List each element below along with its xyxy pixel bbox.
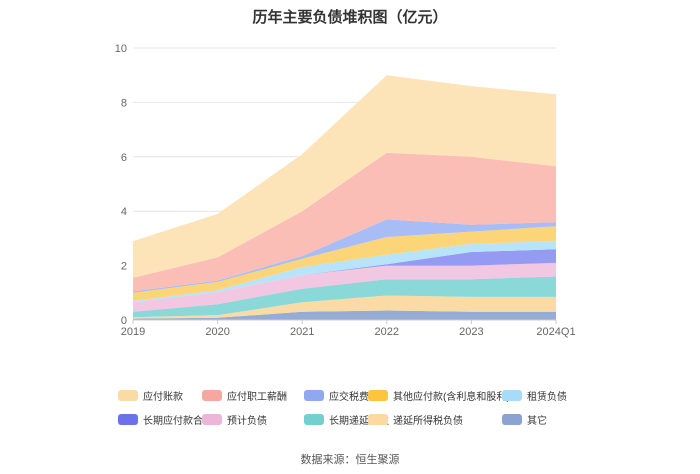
legend-label: 长期递延收益: [329, 416, 389, 427]
legend-item[interactable]: 应付职工薪酬: [202, 388, 304, 403]
area-series-3: [133, 262, 556, 312]
x-tick-label: 2023: [459, 326, 483, 338]
axis-layer: 0 2 4 6 8 10 2019 2020 2021 2022 2023 2024Q1: [115, 43, 576, 338]
legend-item[interactable]: 长期应付款合计: [118, 412, 213, 427]
legend-swatch: [202, 414, 222, 425]
legend-swatch: [304, 414, 324, 425]
area-series-4: [133, 249, 556, 303]
legend-label: 应付账款: [143, 392, 183, 403]
area-series-7: [133, 219, 556, 293]
legend-item[interactable]: 递延所得税负债: [368, 412, 502, 427]
area-series-5: [133, 241, 556, 303]
x-tick-label: 2022: [375, 326, 399, 338]
area-series-6: [133, 226, 556, 301]
y-tick-label: 6: [121, 152, 127, 164]
y-tick-label: 4: [121, 206, 127, 218]
legend-swatch: [118, 390, 138, 401]
legend-item[interactable]: 应交税费: [304, 388, 369, 403]
x-tick-label: 2024Q1: [536, 326, 575, 338]
y-tick-label: 2: [121, 261, 127, 273]
x-tick-label: 2019: [121, 326, 145, 338]
area-series-0: [133, 310, 556, 320]
area-series-1: [133, 295, 556, 319]
legend-label: 应交税费: [329, 392, 369, 403]
legend-item[interactable]: 长期递延收益: [304, 412, 389, 427]
legend-item[interactable]: 其它: [502, 412, 598, 427]
legend-swatch: [304, 390, 324, 401]
x-tick-label: 2020: [205, 326, 229, 338]
x-tick-label: 2021: [290, 326, 314, 338]
legend-swatch: [502, 390, 522, 401]
legend-item[interactable]: 租赁负债: [502, 388, 598, 403]
y-tick-label: 10: [115, 43, 127, 55]
legend-swatch: [202, 390, 222, 401]
area-series-layer: [133, 75, 556, 320]
legend: 应付账款 应付职工薪酬 应交税费 其他应付款(含利息和股利) 租赁负债长期应付款合计 预计…: [118, 388, 598, 427]
legend-item[interactable]: 预计负债: [202, 412, 304, 427]
y-tick-label: 0: [121, 315, 127, 327]
area-series-8: [133, 152, 556, 292]
legend-item[interactable]: 应付账款: [118, 388, 202, 403]
legend-item[interactable]: 其他应付款(含利息和股利): [368, 388, 510, 403]
legend-label: 长期应付款合计: [143, 416, 213, 427]
legend-swatch: [368, 414, 388, 425]
legend-label: 其它: [527, 416, 547, 427]
legend-label: 其他应付款(含利息和股利): [393, 392, 510, 403]
area-series-9: [133, 75, 556, 278]
legend-label: 租赁负债: [527, 392, 567, 403]
legend-swatch: [502, 414, 522, 425]
legend-label: 应付职工薪酬: [227, 392, 287, 403]
legend-label: 预计负债: [227, 416, 267, 427]
legend-swatch: [368, 390, 388, 401]
area-series-2: [133, 276, 556, 318]
data-source: 数据来源：恒生聚源: [300, 454, 400, 466]
legend-label: 递延所得税负债: [393, 416, 463, 427]
chart-title: 历年主要负债堆积图（亿元）: [252, 9, 448, 26]
y-tick-label: 8: [121, 97, 127, 109]
legend-swatch: [118, 414, 138, 425]
